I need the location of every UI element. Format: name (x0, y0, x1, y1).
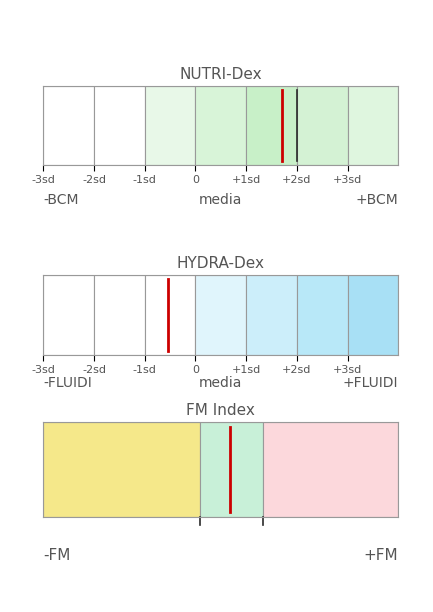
Bar (145, 86, 195, 165)
Title: NUTRI-Dex: NUTRI-Dex (180, 67, 262, 82)
Title: FM Index: FM Index (186, 403, 255, 419)
Bar (94, 275, 145, 355)
Title: HYDRA-Dex: HYDRA-Dex (177, 256, 265, 272)
Bar (200, 422, 263, 517)
Text: -FM: -FM (43, 548, 71, 563)
Bar (348, 275, 398, 355)
Bar (297, 86, 348, 165)
Bar (43, 86, 94, 165)
Bar (195, 275, 246, 355)
Bar (297, 275, 348, 355)
Text: +BCM: +BCM (355, 193, 398, 207)
Bar (195, 86, 246, 165)
Bar (263, 422, 398, 517)
Bar (145, 275, 195, 355)
Text: media: media (199, 193, 242, 207)
Text: +FLUIDI: +FLUIDI (343, 376, 398, 390)
Text: media: media (199, 376, 242, 390)
Bar (348, 86, 398, 165)
Bar (246, 275, 297, 355)
Bar (246, 86, 297, 165)
Bar (43, 422, 200, 517)
Text: +FM: +FM (364, 548, 398, 563)
Text: -FLUIDI: -FLUIDI (43, 376, 92, 390)
Bar (94, 86, 145, 165)
Bar (43, 275, 94, 355)
Text: -BCM: -BCM (43, 193, 79, 207)
